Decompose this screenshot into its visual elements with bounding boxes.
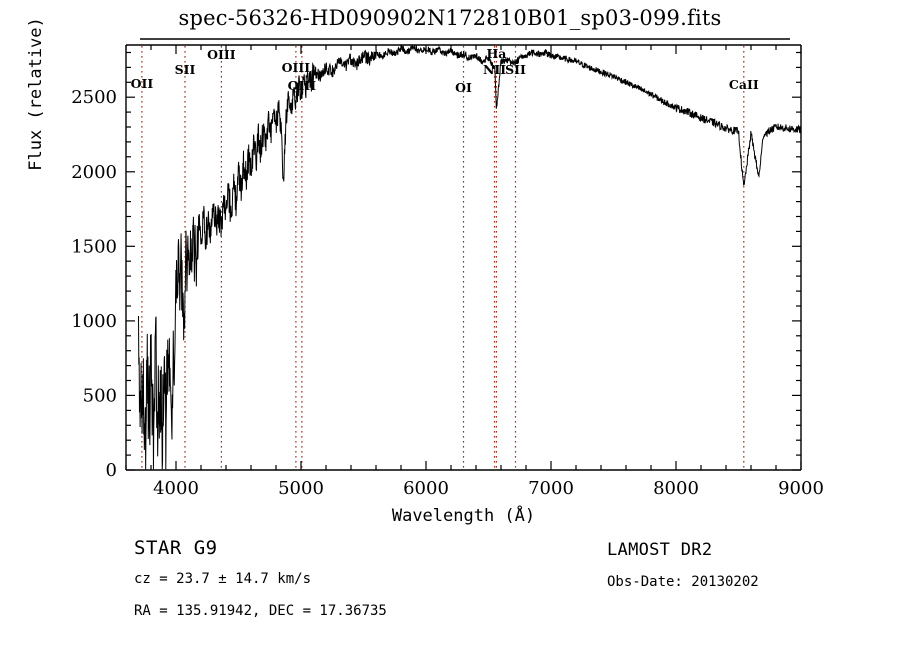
y-tick-label: 500: [83, 385, 117, 406]
emission-line-markers: [141, 46, 745, 469]
x-tick-label: 8000: [653, 478, 699, 499]
y-tick-labels: 0 500 1000 1500 2000 2500: [71, 87, 117, 481]
flux-curve: [138, 44, 802, 470]
x-axis-label: Wavelength (Å): [391, 506, 536, 526]
x-tick-label: 9000: [778, 478, 824, 499]
x-tick-label: 6000: [403, 478, 449, 499]
marker-label-sii: SII: [175, 62, 196, 77]
marker-label-oii: OII: [131, 76, 154, 91]
marker-label-oiii: OIII: [288, 78, 317, 93]
y-tick-label: 2500: [71, 87, 117, 108]
x-tick-label: 7000: [528, 478, 574, 499]
object-class-text: STAR G9: [134, 537, 218, 559]
spectrum-trace: [138, 44, 802, 470]
y-tick-label: 1000: [71, 311, 117, 332]
coordinates-text: RA = 135.91942, DEC = 17.36735: [134, 603, 387, 619]
x-tick-labels: 4000 5000 6000 7000 8000 9000: [153, 478, 824, 499]
plot-frame: [125, 44, 802, 471]
marker-label-caii: CaII: [729, 77, 759, 92]
marker-label-oiii: OIII: [207, 47, 236, 62]
marker-label-sii: SII: [505, 62, 526, 77]
x-tick-label: 5000: [278, 478, 324, 499]
marker-label-nii: NII: [483, 62, 506, 77]
survey-label: LAMOST DR2: [607, 540, 713, 560]
x-tick-label: 4000: [153, 478, 199, 499]
observation-date: Obs-Date: 20130202: [607, 574, 759, 590]
redshift-text: cz = 23.7 ± 14.7 km/s: [134, 571, 312, 587]
y-tick-label: 1500: [71, 236, 117, 257]
axis-ticks: [125, 45, 802, 471]
y-tick-label: 2000: [71, 162, 117, 183]
marker-label-oiii: OIII: [282, 60, 311, 75]
y-tick-label: 0: [106, 460, 117, 481]
page-title: spec-56326-HD090902N172810B01_sp03-099.f…: [178, 6, 722, 30]
marker-label-ha: Ha: [486, 46, 506, 61]
marker-label-oi: OI: [455, 80, 472, 95]
